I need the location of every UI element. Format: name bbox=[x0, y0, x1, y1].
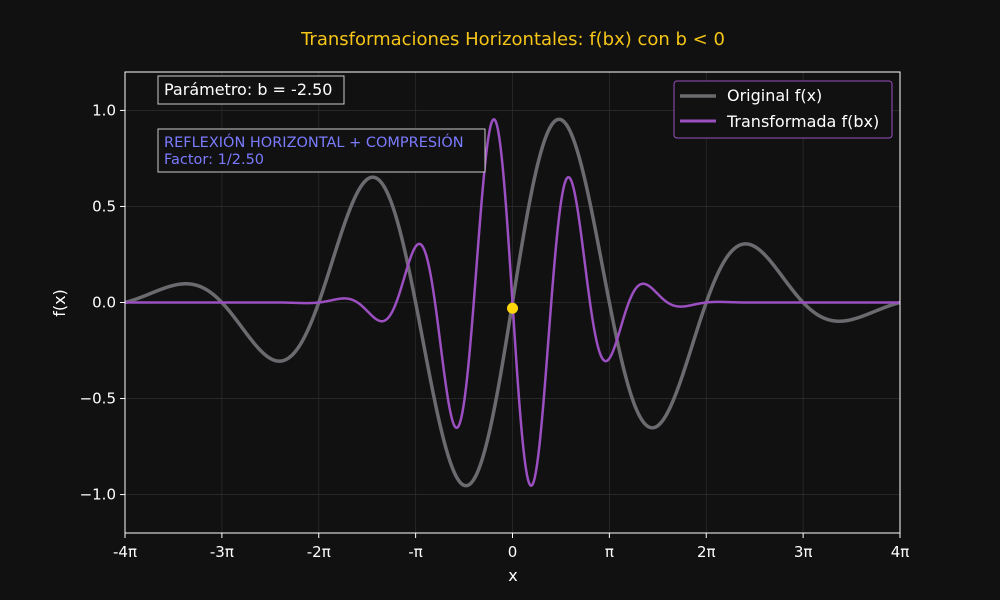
chart-title: Transformaciones Horizontales: f(bx) con… bbox=[300, 29, 725, 50]
y-tick-label: 1.0 bbox=[92, 101, 116, 119]
parameter-text: Parámetro: b = -2.50 bbox=[164, 80, 332, 99]
legend: Original f(x) Transformada f(bx) bbox=[673, 80, 893, 139]
series-layer bbox=[123, 117, 902, 488]
info-line-2: Factor: 1/2.50 bbox=[164, 152, 264, 168]
x-tick-label: -3π bbox=[210, 543, 234, 561]
y-tick-label: 0.5 bbox=[92, 197, 116, 215]
x-tick-label: 0 bbox=[508, 543, 518, 561]
y-tick-label: −0.5 bbox=[80, 390, 116, 408]
y-axis: −1.0 −0.5 0.0 0.5 1.0 bbox=[80, 101, 125, 504]
x-tick-label: 4π bbox=[891, 543, 910, 561]
highlight-point bbox=[507, 302, 518, 314]
parameter-box: Parámetro: b = -2.50 bbox=[157, 75, 345, 105]
x-axis: -4π -3π -2π -π 0 π 2π 3π 4π bbox=[113, 533, 909, 561]
y-tick-label: −1.0 bbox=[80, 486, 116, 504]
x-tick-label: 3π bbox=[794, 543, 813, 561]
x-tick-label: 2π bbox=[697, 543, 716, 561]
info-box: REFLEXIÓN HORIZONTAL + COMPRESIÓN Factor… bbox=[157, 128, 486, 173]
series-line-transformed bbox=[124, 118, 901, 487]
x-axis-label: x bbox=[508, 566, 517, 585]
x-tick-label: -π bbox=[408, 543, 422, 561]
y-axis-label: f(x) bbox=[50, 289, 69, 317]
x-tick-label: -2π bbox=[307, 543, 331, 561]
x-tick-label: π bbox=[605, 543, 614, 561]
legend-label-transformed: Transformada f(bx) bbox=[726, 112, 879, 131]
x-tick-label: -4π bbox=[113, 543, 137, 561]
legend-label-original: Original f(x) bbox=[727, 86, 822, 105]
y-tick-label: 0.0 bbox=[92, 294, 116, 312]
info-line-1: REFLEXIÓN HORIZONTAL + COMPRESIÓN bbox=[164, 133, 464, 151]
